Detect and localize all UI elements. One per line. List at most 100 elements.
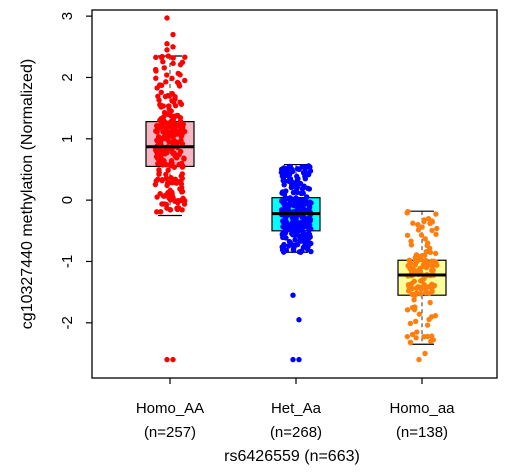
data-point [415, 227, 422, 233]
data-point [433, 231, 439, 237]
data-point [162, 93, 169, 100]
data-point [153, 75, 159, 81]
data-point [297, 234, 304, 240]
data-point [301, 183, 307, 189]
data-point [161, 65, 167, 71]
data-point [290, 242, 296, 249]
data-point [404, 210, 410, 216]
data-point [171, 137, 177, 143]
data-point [293, 228, 299, 234]
outlier-point [170, 31, 176, 38]
data-point [302, 175, 309, 182]
data-point [281, 182, 287, 188]
data-point [155, 160, 161, 167]
data-point [423, 257, 429, 264]
data-point [293, 221, 299, 227]
data-point [283, 169, 289, 175]
data-point [307, 218, 313, 224]
outlier-point [164, 356, 170, 363]
data-point [283, 227, 290, 234]
data-point [174, 206, 181, 213]
y-tick-label: 1 [59, 135, 76, 143]
y-tick-label: 3 [59, 12, 76, 20]
plot-frame [91, 9, 498, 379]
data-point [300, 190, 306, 196]
data-point [171, 113, 178, 119]
x-axis-label: rs6426559 (n=663) [224, 448, 360, 465]
data-point [426, 262, 433, 268]
data-point [412, 262, 418, 268]
data-point [152, 181, 159, 188]
data-point [172, 94, 178, 100]
outlier-point [164, 41, 170, 47]
data-point [161, 118, 167, 124]
data-point [292, 237, 298, 243]
data-point [294, 173, 300, 180]
data-point [288, 182, 295, 188]
data-point [410, 220, 416, 226]
label-group: cg10327440 methylation (Normalized) rs64… [19, 59, 360, 465]
data-point [299, 207, 306, 213]
data-point [174, 128, 181, 135]
data-point [407, 320, 414, 327]
data-point [165, 53, 172, 59]
outlier-point [170, 44, 176, 50]
data-point [181, 201, 188, 207]
data-point [412, 254, 418, 261]
data-point [289, 215, 296, 221]
data-point [158, 89, 164, 96]
data-point [421, 334, 427, 340]
data-point [415, 221, 421, 228]
data-point [178, 187, 184, 193]
y-tick-label: 2 [59, 73, 76, 81]
outlier-point [296, 317, 302, 323]
data-point [308, 226, 314, 232]
data-point [167, 207, 174, 213]
data-point [154, 125, 161, 132]
box-group-homo-aa [145, 15, 195, 363]
data-point [172, 179, 178, 186]
data-point [434, 225, 440, 232]
data-point [290, 246, 297, 253]
data-point [158, 104, 164, 110]
outlier-point [290, 356, 296, 363]
data-point [176, 81, 182, 87]
data-point [423, 288, 429, 295]
data-point [286, 202, 292, 208]
data-point [171, 120, 178, 127]
data-point [404, 333, 411, 340]
data-point [408, 242, 415, 248]
outlier-point [422, 350, 428, 357]
data-point [156, 171, 162, 177]
data-point [152, 66, 159, 73]
data-point [427, 249, 434, 256]
data-point [169, 75, 175, 82]
data-point [290, 232, 296, 238]
data-point [412, 318, 419, 325]
data-point [167, 162, 173, 168]
axis-group: -2 -1 0 1 2 3 Homo_AA (n=257) Het_Aa (n=268) Homo_… [59, 12, 455, 441]
data-point [281, 200, 288, 206]
data-point [411, 297, 417, 303]
data-point [281, 191, 288, 198]
data-point [409, 331, 416, 338]
data-point [404, 232, 411, 239]
data-point [279, 247, 286, 253]
data-point [165, 133, 171, 140]
data-point [159, 201, 165, 207]
data-point [180, 163, 186, 169]
data-point [300, 164, 306, 170]
data-point [179, 141, 186, 147]
data-point [170, 151, 177, 157]
data-point [177, 118, 184, 124]
data-point [285, 243, 292, 249]
data-point [155, 138, 161, 144]
data-point [163, 79, 169, 85]
data-point [433, 211, 439, 217]
data-point [407, 339, 414, 346]
data-point [432, 250, 439, 257]
data-point [430, 337, 436, 343]
data-point [159, 135, 165, 142]
data-point [178, 101, 185, 107]
